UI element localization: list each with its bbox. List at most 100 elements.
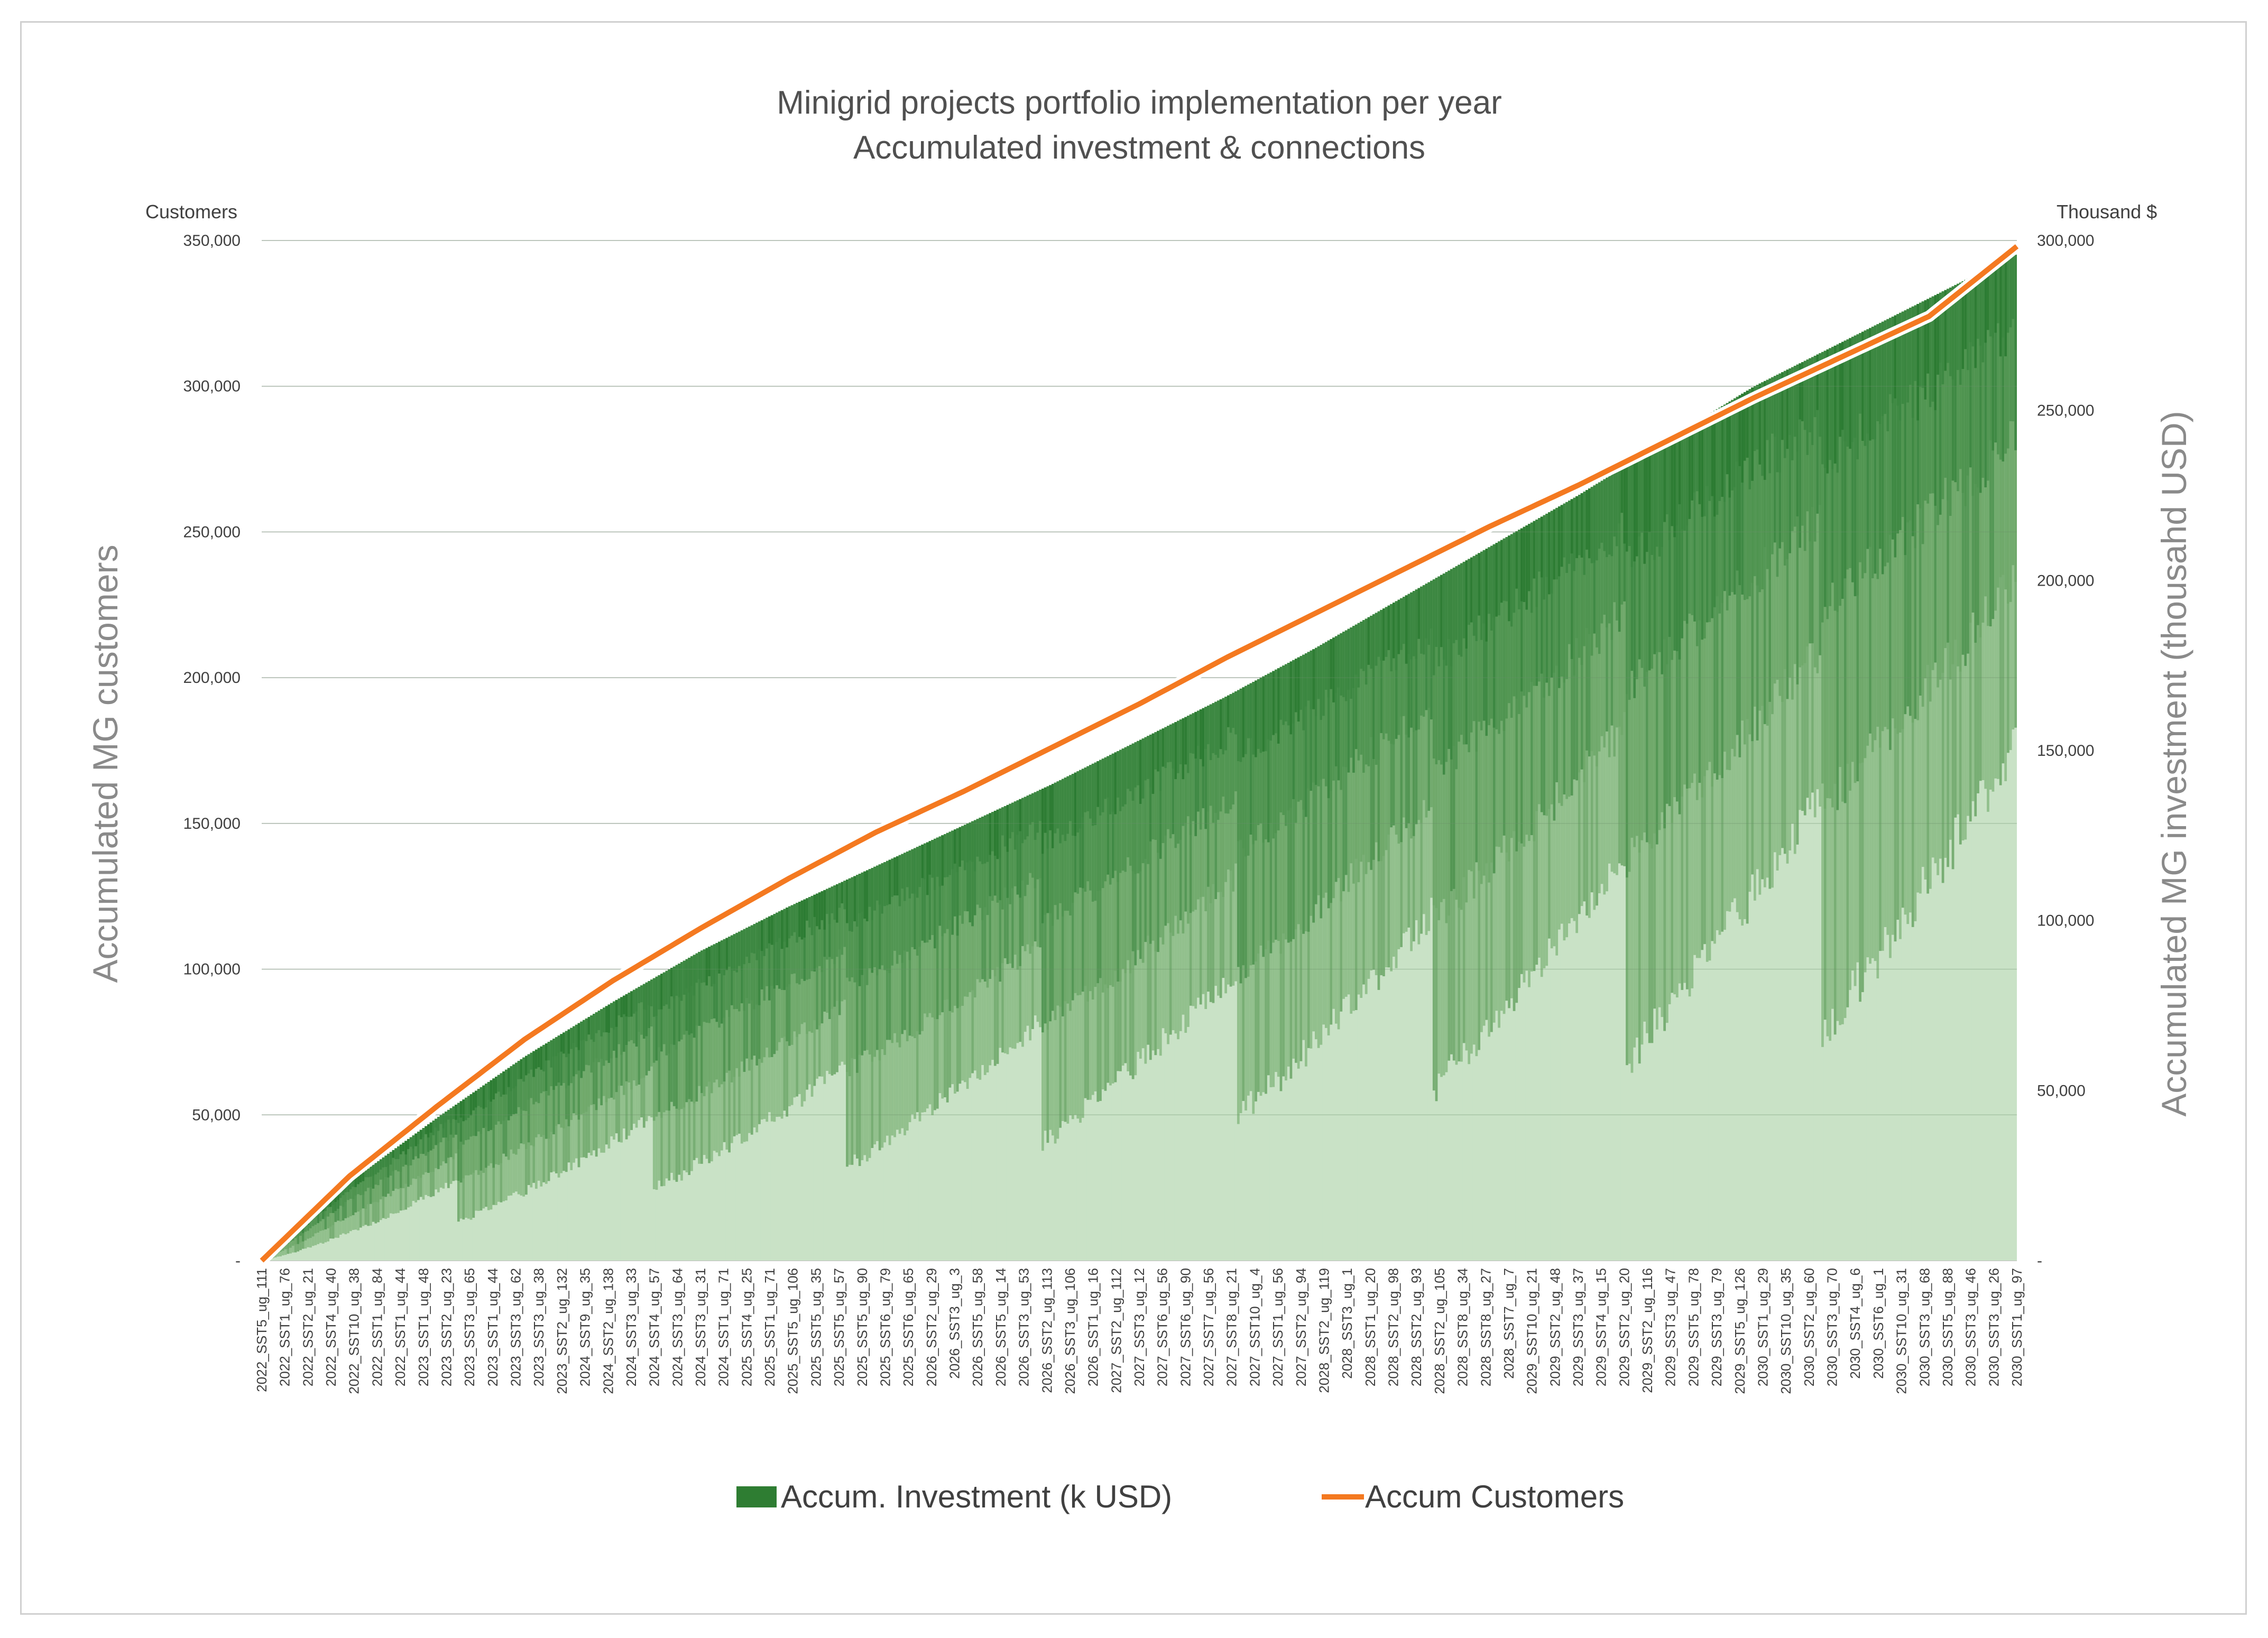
investment-bar-439-seg-3	[1362, 620, 1366, 671]
investment-bar-578-seg-2	[1711, 412, 1714, 618]
investment-bar-353-seg-3	[1147, 736, 1150, 779]
x-tick-14: 2024_SST9_ug_35	[577, 1268, 593, 1386]
investment-bar-65-seg-2	[425, 1126, 428, 1156]
x-tick-56: 2029_SST2_ug_48	[1547, 1268, 1563, 1386]
investment-bar-339-seg-3	[1111, 753, 1115, 812]
investment-bar-610-seg-1	[1791, 367, 1794, 700]
investment-bar-246-seg-2	[878, 864, 882, 969]
investment-bar-29-seg-2	[334, 1195, 337, 1211]
investment-bar-436-seg-2	[1354, 624, 1358, 749]
right-axis-title: Accumulated MG investment (thousahd USD)	[2154, 411, 2193, 1116]
x-tick-10: 2023_SST1_ug_44	[485, 1268, 501, 1386]
investment-bar-122-seg-3	[567, 1029, 570, 1054]
investment-bar-239-seg-2	[861, 872, 864, 975]
investment-bar-660-seg-1	[1916, 304, 1920, 720]
investment-bar-196-seg-3	[753, 924, 756, 954]
investment-bar-613-seg-3	[1799, 363, 1802, 420]
investment-bar-627-seg-3	[1833, 345, 1837, 464]
investment-bar-451-seg-2	[1393, 603, 1396, 745]
investment-bar-593-seg-2	[1748, 389, 1751, 597]
investment-bar-607-seg-3	[1783, 371, 1787, 458]
investment-bar-191-seg-3	[740, 930, 744, 970]
investment-bar-478-seg-3	[1460, 563, 1463, 657]
investment-bar-226-seg-3	[828, 887, 832, 924]
investment-bar-167-seg-3	[680, 962, 684, 1001]
investment-bar-240-seg-2	[863, 871, 866, 969]
investment-bar-270-seg-1	[938, 836, 942, 1015]
investment-bar-427-seg-3	[1332, 637, 1335, 702]
investment-bar-363-seg-2	[1172, 723, 1175, 835]
investment-bar-63-seg-2	[419, 1130, 423, 1154]
investment-bar-454-seg-2	[1400, 598, 1403, 717]
investment-bar-229-seg-3	[836, 884, 839, 923]
investment-bar-124-seg-3	[573, 1026, 576, 1043]
investment-bar-407-seg-2	[1282, 665, 1285, 815]
investment-bar-616	[1806, 359, 1809, 1261]
investment-bar-351-seg-3	[1141, 738, 1145, 799]
investment-bar-558-seg-3	[1661, 443, 1664, 547]
investment-bar-381-seg-2	[1217, 700, 1220, 820]
investment-bar-638-seg-2	[1861, 331, 1865, 579]
investment-bar-31-seg-2	[339, 1190, 343, 1206]
x-tick-54: 2028_SST7_ug_7	[1501, 1268, 1517, 1379]
investment-bar-418-seg-3	[1310, 650, 1313, 709]
investment-bar-73-seg-3	[445, 1112, 448, 1123]
investment-bar-184-seg-3	[723, 939, 726, 976]
investment-bar-382-seg-3	[1219, 699, 1223, 749]
investment-bar-582-seg-2	[1721, 406, 1724, 603]
investment-bar-466	[1430, 580, 1433, 1261]
investment-bar-91-seg-2	[490, 1080, 493, 1130]
investment-bar-76-seg-2	[452, 1106, 455, 1138]
investment-bar-435-seg-2	[1352, 626, 1356, 773]
investment-bar-388-seg-3	[1234, 691, 1238, 735]
investment-bar-631-seg-2	[1843, 340, 1847, 579]
investment-bar-231-seg-2	[841, 882, 844, 955]
investment-bar-168-seg-3	[683, 960, 686, 995]
investment-bar-570-seg-3	[1691, 424, 1694, 501]
investment-bar-644-seg-3	[1876, 324, 1879, 421]
investment-bar-474-seg-3	[1450, 569, 1453, 667]
investment-bar-377-seg-2	[1207, 705, 1210, 812]
investment-bar-356-seg-2	[1154, 732, 1157, 840]
investment-bar-279-seg-2	[961, 826, 964, 924]
investment-bar-469-seg-2	[1437, 576, 1441, 761]
investment-bar-612-seg-3	[1796, 364, 1799, 452]
investment-bar-143-seg-3	[620, 997, 623, 1017]
investment-bar-242-seg-3	[868, 869, 872, 907]
investment-bar-317-seg-2	[1056, 781, 1059, 920]
investment-bar-23-seg-2	[319, 1208, 322, 1221]
investment-bar-612-seg-1	[1796, 364, 1799, 684]
investment-bar-689-seg-2	[1989, 267, 1993, 441]
x-tick-64: 2029_SST5_ug_126	[1732, 1268, 1748, 1394]
investment-bar-592-seg-2	[1746, 390, 1749, 599]
x-tick-19: 2024_SST3_ug_31	[693, 1268, 708, 1386]
investment-bar-222-seg-3	[818, 892, 822, 930]
investment-bar-526-seg-2	[1580, 493, 1584, 665]
investment-bar-206-seg-3	[778, 911, 781, 938]
investment-bar-487-seg-2	[1482, 550, 1486, 721]
investment-bar-155	[650, 979, 653, 1261]
investment-bar-485-seg-3	[1478, 553, 1481, 616]
investment-bar-637-seg-2	[1859, 333, 1862, 562]
investment-bar-410-seg-3	[1289, 661, 1293, 735]
investment-bar-41-seg-2	[364, 1170, 367, 1191]
investment-bar-699-seg-3	[2014, 254, 2017, 350]
x-tick-69: 2030_SST4_ug_6	[1847, 1268, 1863, 1379]
investment-bar-623-seg-3	[1823, 350, 1827, 468]
investment-bar-352-seg-2	[1144, 737, 1147, 859]
investment-bar-293-seg-3	[996, 809, 999, 859]
investment-bar-127-seg-3	[580, 1021, 583, 1041]
investment-bar-183-seg-2	[720, 940, 724, 1024]
investment-bar-430-seg-3	[1340, 633, 1343, 696]
investment-bar-99-seg-3	[510, 1066, 513, 1091]
investment-bar-569-seg-3	[1688, 426, 1692, 519]
investment-bar-495-seg-3	[1502, 538, 1506, 601]
investment-bar-608-seg-3	[1786, 369, 1789, 449]
investment-bar-559-seg-2	[1663, 442, 1666, 640]
investment-bar-149-seg-3	[635, 988, 639, 1012]
investment-bar-510-seg-3	[1540, 516, 1544, 578]
investment-bar-274-seg-3	[948, 831, 952, 875]
x-tick-57: 2029_SST3_ug_37	[1570, 1268, 1586, 1386]
investment-bar-541-seg-2	[1618, 469, 1621, 632]
investment-bar-327-seg-3	[1081, 769, 1085, 818]
